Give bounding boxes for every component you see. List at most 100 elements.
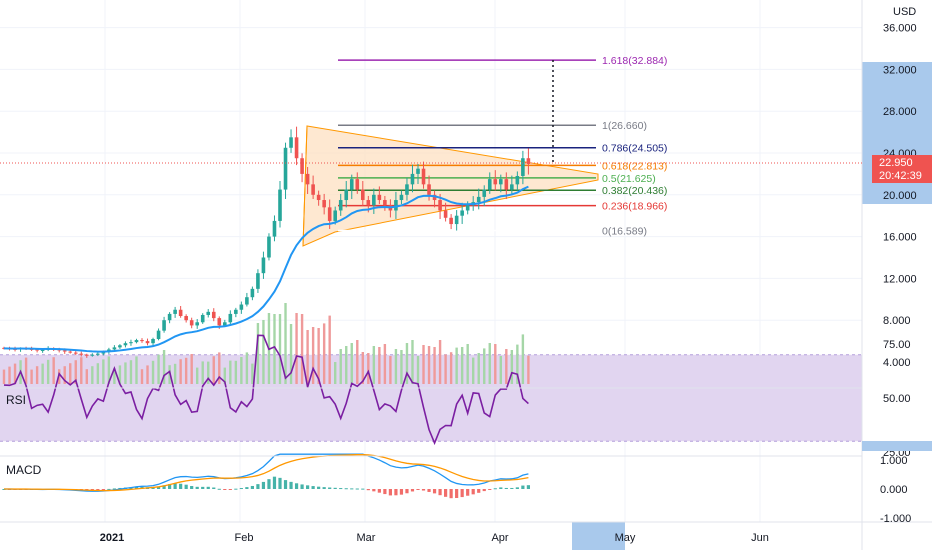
macd-histogram-bar (366, 489, 370, 491)
candle-body (167, 313, 172, 321)
volume-bar (74, 360, 77, 384)
macd-histogram-bar (499, 487, 503, 489)
candle-body (399, 194, 404, 201)
candle-body (35, 349, 39, 351)
candle-body (151, 339, 155, 344)
macd-histogram-bar (455, 489, 459, 498)
price-tick-label: 36.000 (883, 23, 917, 35)
macd-histogram-bar (168, 484, 172, 489)
volume-bar (449, 352, 453, 384)
macd-histogram-bar (521, 485, 525, 489)
candle-body (283, 147, 288, 190)
volume-bar (102, 359, 105, 384)
volume-bar (173, 363, 177, 384)
volume-bar (460, 347, 464, 384)
volume-bar (273, 314, 276, 384)
volume-bar (427, 346, 431, 384)
candle-body (96, 353, 100, 355)
volume-bar (483, 348, 486, 384)
volume-bar (41, 363, 44, 384)
current-price-value: 22.950 (879, 157, 913, 169)
macd-tick-label: 1.000 (880, 455, 908, 467)
candle-body (499, 179, 503, 185)
macd-histogram-bar (184, 484, 188, 489)
candle-body (421, 168, 426, 185)
macd-histogram-bar (206, 486, 210, 489)
volume-bar (472, 357, 475, 384)
candle-body (521, 158, 525, 176)
countdown-timer: 20:42:39 (879, 170, 922, 182)
candle-body (427, 184, 431, 195)
volume-bar (146, 365, 149, 384)
candle-body (272, 220, 277, 237)
candle-body (289, 137, 293, 148)
volume-bar (345, 346, 348, 384)
volume-bar (24, 357, 28, 384)
candle-body (123, 343, 128, 346)
macd-histogram-bar (294, 483, 299, 489)
candle-body (394, 200, 398, 211)
macd-histogram-bar (195, 486, 199, 489)
time-tick-label: Feb (235, 532, 254, 544)
macd-histogram-bar (377, 489, 381, 493)
macd-histogram-bar (283, 480, 288, 489)
candle-body (145, 341, 150, 344)
price-tick-label: 12.000 (883, 273, 917, 285)
candle-body (68, 351, 73, 353)
macd-histogram-bar (482, 489, 486, 492)
time-tick-label: 2021 (100, 532, 124, 544)
current-price-badge (872, 155, 932, 183)
macd-histogram-bar (101, 489, 105, 490)
volume-bar (311, 327, 315, 384)
candle-body (449, 217, 453, 225)
macd-tick-label: 0.000 (880, 484, 908, 496)
volume-bar (245, 352, 249, 384)
macd-histogram-bar (383, 489, 387, 495)
fib-label: 1(26.660) (602, 120, 647, 132)
candle-body (432, 194, 437, 201)
price-tick-label: 4.000 (883, 357, 911, 369)
volume-bar (80, 357, 83, 384)
volume-bar (317, 328, 320, 384)
candle-body (256, 273, 260, 289)
macd-histogram-bar (405, 489, 409, 494)
candle-body (487, 179, 492, 190)
candle-body (305, 173, 310, 185)
time-axis-ticks: 2021 Feb Mar Apr May Jun (100, 532, 769, 544)
macd-histogram-bar (504, 487, 508, 489)
candle-body (526, 158, 531, 164)
candle-body (454, 215, 459, 225)
macd-histogram-bar (339, 488, 343, 490)
candle-body (239, 304, 244, 310)
rsi-band-fill (0, 354, 862, 442)
candle-body (112, 347, 117, 350)
volume-bar (196, 367, 199, 384)
volume-bar (85, 369, 88, 384)
volume-bar (322, 323, 326, 384)
candle-body (349, 179, 354, 190)
volume-bar (510, 350, 514, 384)
candles (2, 126, 531, 358)
volume-bar (157, 354, 160, 384)
volume-bar (218, 352, 221, 384)
macd-histogram-bar (134, 486, 139, 489)
candle-body (361, 189, 365, 201)
candle-body (206, 311, 211, 315)
volume-bar (405, 343, 409, 384)
volume-bar (466, 344, 469, 384)
candle-body (228, 313, 233, 323)
rsi-tick-label: 50.00 (883, 393, 911, 405)
macd-histogram-bar (112, 488, 116, 490)
candle-body (217, 318, 222, 326)
volume-bar (135, 356, 138, 384)
macd-histogram-bar (306, 485, 310, 489)
volume-bar (334, 362, 337, 384)
macd-histogram-bar (438, 489, 442, 496)
macd-histogram-bar (510, 487, 514, 489)
price-tick-label: 20.000 (883, 190, 917, 202)
macd-histogram-bar (466, 489, 470, 496)
macd-histogram-bar (317, 486, 321, 489)
